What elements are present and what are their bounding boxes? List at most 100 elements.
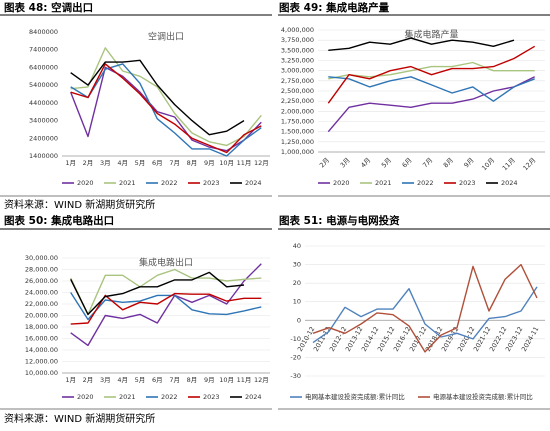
- legend-label: 2024: [245, 393, 262, 401]
- series-line: [70, 63, 262, 154]
- series-line: [70, 59, 245, 136]
- legend-label: 电网基本建设投资完成额:累计同比: [305, 392, 405, 401]
- y-tick-label: 1,500,000: [281, 128, 314, 136]
- legend-label: 2023: [203, 179, 220, 187]
- x-tick-label: 3月: [100, 376, 111, 384]
- legend-label: 2022: [417, 179, 434, 187]
- y-tick-label: 1,000,000: [281, 148, 314, 156]
- legend-label: 2021: [375, 179, 392, 187]
- y-tick-label: 2,500,000: [281, 87, 314, 95]
- x-tick-label: 5月: [135, 159, 146, 167]
- y-tick-label: 10,000.00: [25, 369, 58, 377]
- series-line: [327, 76, 536, 133]
- series-line: [70, 268, 262, 316]
- series-line: [328, 37, 515, 51]
- series-line: [328, 61, 535, 80]
- x-tick-label: 8月: [187, 376, 198, 384]
- y-tick-label: 14,000.00: [25, 346, 58, 354]
- x-tick-label: 11月: [237, 159, 252, 167]
- y-tick-label: 3,000,000: [281, 67, 314, 75]
- y-tick-label: 28,000.00: [25, 266, 58, 274]
- x-tick-label: 8月: [187, 159, 198, 167]
- y-tick-label: 2,000,000: [281, 107, 314, 115]
- chart-inner-title: 集成电路出口: [139, 257, 193, 269]
- y-tick-label: 4400000: [29, 99, 58, 107]
- x-tick-label: 2月: [83, 159, 94, 167]
- series-line: [70, 63, 262, 157]
- y-tick-label: -20: [290, 353, 301, 361]
- legend-label: 2023: [203, 393, 220, 401]
- panel-title: 图表 50: 集成电路出口: [4, 214, 114, 227]
- legend-label: 电源基本建设投资完成额:累计同比: [433, 392, 533, 401]
- x-tick-label: 6月: [152, 376, 163, 384]
- x-tick-label: 4月: [359, 156, 372, 169]
- x-tick-label: 7月: [421, 156, 434, 169]
- x-tick-label: 1月: [65, 159, 76, 167]
- legend-label: 2024: [501, 179, 518, 187]
- y-tick-label: 7400000: [29, 46, 58, 54]
- source: 资料来源：WIND 新湖期货研究所: [4, 198, 155, 211]
- y-tick-label: 3,750,000: [281, 36, 314, 44]
- legend-label: 2022: [161, 179, 178, 187]
- legend-label: 2020: [77, 393, 94, 401]
- panel-title: 图表 48: 空调出口: [4, 1, 93, 14]
- legend-label: 2020: [333, 179, 350, 187]
- y-tick-label: 24,000.00: [25, 289, 58, 297]
- x-tick-label: 8月: [442, 156, 455, 169]
- x-tick-label: 10月: [219, 159, 234, 167]
- x-tick-label: 3月: [339, 156, 352, 169]
- y-tick-label: 1,250,000: [281, 138, 314, 146]
- y-tick-label: 26,000.00: [25, 277, 58, 285]
- panel-title: 图表 51: 电源与电网投资: [279, 214, 400, 227]
- y-tick-label: 4,000,000: [281, 26, 314, 34]
- y-tick-label: 22,000.00: [25, 300, 58, 308]
- x-tick-label: 2月: [83, 376, 94, 384]
- y-tick-label: 20,000.00: [25, 312, 58, 320]
- y-tick-label: 6400000: [29, 63, 58, 71]
- y-tick-label: 1400000: [29, 152, 58, 160]
- x-tick-label: 10月: [219, 376, 234, 384]
- y-tick-label: 0: [297, 316, 301, 324]
- x-tick-label: 9月: [204, 376, 215, 384]
- y-tick-label: 3400000: [29, 117, 58, 125]
- legend-label: 2024: [245, 179, 262, 187]
- x-tick-label: 12月: [521, 156, 537, 172]
- x-tick-label: 5月: [380, 156, 393, 169]
- y-tick-label: 40: [293, 242, 301, 250]
- y-tick-label: 12,000.00: [25, 358, 58, 366]
- x-tick-label: 7月: [169, 159, 180, 167]
- y-tick-label: 2,750,000: [281, 77, 314, 85]
- y-tick-label: 2,250,000: [281, 97, 314, 105]
- x-tick-label: 7月: [169, 376, 180, 384]
- x-tick-label: 9月: [204, 159, 215, 167]
- x-tick-label: 6月: [152, 159, 163, 167]
- series-line: [70, 292, 262, 321]
- x-tick-label: 4月: [117, 159, 128, 167]
- legend-label: 2020: [77, 179, 94, 187]
- x-tick-label: 5月: [135, 376, 146, 384]
- y-tick-label: -30: [290, 372, 301, 380]
- x-tick-label: 4月: [117, 376, 128, 384]
- x-tick-label: 10月: [480, 156, 496, 172]
- x-tick-label: 3月: [100, 159, 111, 167]
- y-tick-label: 30: [293, 261, 301, 269]
- x-tick-label: 11月: [237, 376, 252, 384]
- y-tick-label: 18,000.00: [25, 323, 58, 331]
- legend-label: 2023: [459, 179, 476, 187]
- x-tick-label: 12月: [254, 159, 269, 167]
- series-line: [312, 286, 538, 344]
- x-tick-label: 12月: [254, 376, 269, 384]
- y-tick-label: 20: [293, 279, 301, 287]
- panel-title: 图表 49: 集成电路产量: [279, 1, 390, 14]
- y-tick-label: 3,250,000: [281, 57, 314, 65]
- y-tick-label: -10: [290, 335, 301, 343]
- x-tick-label: 6月: [401, 156, 414, 169]
- legend-label: 2021: [119, 179, 136, 187]
- y-tick-label: 5400000: [29, 81, 58, 89]
- y-tick-label: 1,750,000: [281, 118, 314, 126]
- y-tick-label: 30,000.00: [25, 254, 58, 262]
- chart-inner-title: 集成电路产量: [404, 29, 458, 41]
- series-line: [70, 47, 262, 147]
- series-line: [70, 271, 245, 316]
